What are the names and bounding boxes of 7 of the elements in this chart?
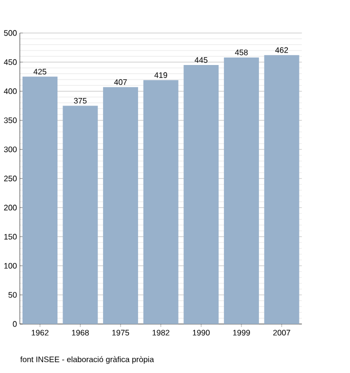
bar bbox=[143, 80, 178, 324]
bar bbox=[224, 57, 259, 324]
bar bbox=[22, 76, 58, 324]
bar bbox=[264, 55, 300, 324]
bar bbox=[103, 87, 138, 324]
bar bbox=[62, 106, 98, 324]
bar bbox=[184, 65, 219, 324]
